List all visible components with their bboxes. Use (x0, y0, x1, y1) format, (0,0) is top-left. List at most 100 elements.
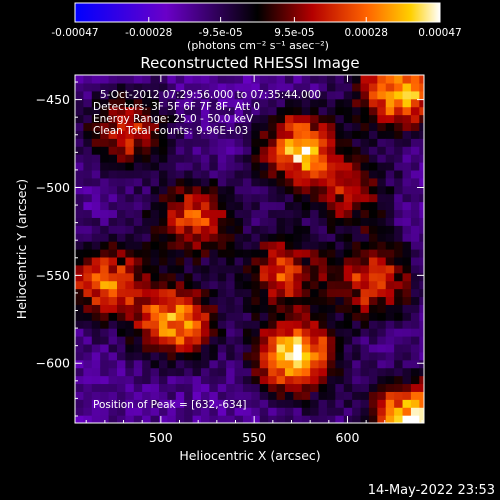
heatmap-cell (100, 106, 110, 116)
heatmap-cell (276, 280, 286, 290)
heatmap-cell (335, 201, 345, 211)
heatmap-cell (377, 154, 387, 163)
heatmap-cell (360, 383, 370, 392)
heatmap-cell (259, 201, 269, 211)
heatmap-cell (343, 249, 353, 258)
heatmap-cell (192, 264, 202, 274)
heatmap-cell (91, 82, 101, 92)
heatmap-cell (226, 225, 236, 234)
heatmap-cell (175, 391, 185, 400)
heatmap-cell (310, 193, 320, 203)
heatmap-cell (133, 98, 143, 108)
heatmap-cell (108, 359, 118, 369)
heatmap-cell (209, 407, 219, 416)
heatmap-cell (200, 249, 210, 258)
heatmap-cell (108, 177, 118, 187)
heatmap-cell (385, 264, 395, 274)
heatmap-cell (226, 217, 236, 226)
heatmap-cell (368, 320, 378, 329)
heatmap-cell (125, 359, 135, 369)
heatmap-cell (326, 367, 336, 377)
heatmap-cell (410, 304, 420, 313)
heatmap-cell (100, 114, 110, 124)
heatmap-cell (142, 177, 152, 187)
heatmap-cell (326, 75, 336, 84)
heatmap-cell (209, 233, 219, 242)
heatmap-cell (310, 130, 320, 139)
heatmap-cell (116, 225, 126, 234)
heatmap-cell (175, 383, 185, 392)
heatmap-cell (419, 138, 424, 147)
heatmap-cell (158, 138, 168, 147)
heatmap-cell (368, 225, 378, 234)
heatmap-cell (343, 264, 353, 274)
heatmap-cell (226, 320, 236, 329)
heatmap-cell (293, 75, 303, 84)
heatmap-cell (394, 209, 404, 218)
heatmap-cell (200, 75, 210, 84)
heatmap-cell (100, 138, 110, 147)
heatmap-cell (419, 272, 424, 282)
heatmap-cell (343, 336, 353, 345)
heatmap-cell (91, 391, 101, 400)
heatmap-cell (360, 391, 370, 400)
heatmap-cell (242, 264, 252, 274)
heatmap-cell (377, 249, 387, 258)
heatmap-cell (251, 146, 261, 155)
heatmap-cell (394, 193, 404, 203)
heatmap-cell (360, 280, 370, 290)
heatmap-cell (133, 288, 143, 298)
heatmap-cell (377, 106, 387, 116)
heatmap-cell (352, 375, 362, 385)
heatmap-cell (167, 288, 177, 298)
heatmap-cell (200, 217, 210, 226)
heatmap-cell (75, 351, 84, 361)
heatmap-cell (301, 154, 311, 163)
heatmap-cell (150, 256, 160, 266)
heatmap-cell (209, 201, 219, 211)
heatmap-cell (150, 217, 160, 226)
heatmap-cell (242, 146, 252, 155)
heatmap-cell (276, 256, 286, 266)
heatmap-cell (83, 233, 93, 242)
heatmap-cell (167, 98, 177, 108)
heatmap-cell (242, 399, 252, 408)
heatmap-cell (335, 177, 345, 187)
heatmap-cell (293, 280, 303, 290)
heatmap-cell (402, 193, 412, 203)
heatmap-cell (209, 367, 219, 377)
heatmap-cell (326, 90, 336, 100)
heatmap-cell (116, 169, 126, 179)
heatmap-cell (394, 343, 404, 353)
heatmap-cell (385, 367, 395, 377)
heatmap-cell (368, 351, 378, 361)
heatmap-cell (209, 312, 219, 321)
heatmap-cell (217, 169, 227, 179)
heatmap-cell (284, 383, 294, 392)
heatmap-cell (133, 106, 143, 116)
heatmap-cell (167, 415, 177, 423)
heatmap-cell (251, 177, 261, 187)
heatmap-cell (410, 280, 420, 290)
heatmap-cell (284, 201, 294, 211)
heatmap-cell (318, 256, 328, 266)
heatmap-cell (343, 106, 353, 116)
heatmap-cell (368, 391, 378, 400)
heatmap-cell (276, 82, 286, 92)
heatmap-cell (234, 264, 244, 274)
heatmap-cell (368, 399, 378, 408)
heatmap-cell (326, 106, 336, 116)
heatmap-cell (251, 241, 261, 250)
heatmap-cell (284, 122, 294, 131)
heatmap-cell (100, 288, 110, 298)
plot-area: 500 550 600−450−500−550−600 (36, 74, 425, 445)
heatmap-cell (251, 391, 261, 400)
heatmap-cell (284, 169, 294, 179)
heatmap-cell (83, 209, 93, 218)
heatmap-cell (100, 177, 110, 187)
heatmap-cell (360, 320, 370, 329)
heatmap-cell (158, 90, 168, 100)
heatmap-cell (385, 280, 395, 290)
heatmap-cell (142, 304, 152, 313)
heatmap-cell (402, 320, 412, 329)
